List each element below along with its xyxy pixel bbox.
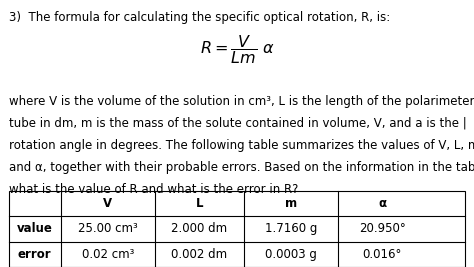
- Text: 25.00 cm³: 25.00 cm³: [78, 222, 138, 235]
- Text: m: m: [284, 197, 297, 210]
- Text: 1.7160 g: 1.7160 g: [264, 222, 317, 235]
- Text: what is the value of R and what is the error in R?: what is the value of R and what is the e…: [9, 183, 298, 197]
- Text: 0.016°: 0.016°: [363, 248, 402, 261]
- Text: 3)  The formula for calculating the specific optical rotation, R, is:: 3) The formula for calculating the speci…: [9, 11, 390, 24]
- Text: 20.950°: 20.950°: [359, 222, 405, 235]
- Text: α: α: [378, 197, 386, 210]
- FancyBboxPatch shape: [9, 191, 465, 267]
- Text: and α, together with their probable errors. Based on the information in the tabl: and α, together with their probable erro…: [9, 161, 474, 174]
- Text: value: value: [17, 222, 53, 235]
- Text: L: L: [196, 197, 203, 210]
- Text: 0.02 cm³: 0.02 cm³: [82, 248, 134, 261]
- Text: 2.000 dm: 2.000 dm: [171, 222, 228, 235]
- Text: where V is the volume of the solution in cm³, L is the length of the polarimeter: where V is the volume of the solution in…: [9, 95, 474, 108]
- Text: tube in dm, m is the mass of the solute contained in volume, V, and a is the |: tube in dm, m is the mass of the solute …: [9, 117, 466, 130]
- Text: error: error: [18, 248, 52, 261]
- Text: $R = \dfrac{V}{Lm}\ \alpha$: $R = \dfrac{V}{Lm}\ \alpha$: [200, 33, 274, 66]
- Text: rotation angle in degrees. The following table summarizes the values of V, L, m: rotation angle in degrees. The following…: [9, 139, 474, 152]
- Text: 0.0003 g: 0.0003 g: [265, 248, 317, 261]
- Text: 0.002 dm: 0.002 dm: [171, 248, 228, 261]
- Text: V: V: [103, 197, 112, 210]
